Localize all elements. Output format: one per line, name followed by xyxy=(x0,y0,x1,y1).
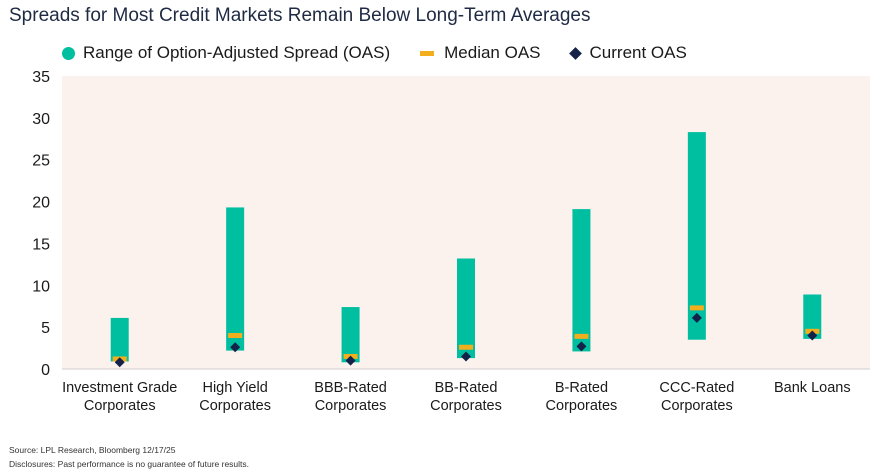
y-tick-label: 0 xyxy=(41,362,50,379)
legend: Range of Option-Adjusted Spread (OAS) Me… xyxy=(62,43,717,63)
range-bar xyxy=(226,207,245,351)
y-tick-label: 5 xyxy=(41,320,50,337)
current-marker xyxy=(461,351,471,362)
legend-item-current: Current OAS xyxy=(568,43,687,63)
current-marker xyxy=(807,330,818,341)
range-bar xyxy=(457,258,475,359)
category-label: High Yield Corporates xyxy=(199,380,271,414)
y-tick-label: 20 xyxy=(32,195,50,212)
range-bar xyxy=(341,307,360,363)
legend-median-label: Median OAS xyxy=(444,43,541,62)
source-note: Source: LPL Research, Bloomberg 12/17/25 xyxy=(9,445,176,455)
y-tick-label: 25 xyxy=(32,153,50,170)
range-bar xyxy=(572,209,591,352)
y-tick-label: 35 xyxy=(32,69,50,86)
median-marker xyxy=(459,344,473,350)
range-bar xyxy=(803,294,822,339)
category-label: BB-Rated Corporates xyxy=(430,380,502,414)
category-label: B-Rated Corporates xyxy=(546,380,618,414)
current-marker xyxy=(114,357,125,368)
legend-median-marker xyxy=(420,50,435,56)
legend-current-label: Current OAS xyxy=(589,43,687,62)
range-bar xyxy=(687,132,706,340)
median-marker xyxy=(689,305,704,311)
current-marker xyxy=(345,355,356,366)
disclosure-note: Disclosures: Past performance is no guar… xyxy=(9,459,250,469)
chart-title: Spreads for Most Credit Markets Remain B… xyxy=(9,5,591,26)
category-label: CCC-Rated Corporates xyxy=(659,380,734,414)
category-label: BBB-Rated Corporates xyxy=(314,380,387,414)
legend-item-range: Range of Option-Adjusted Spread (OAS) xyxy=(62,43,390,63)
category-label: Bank Loans xyxy=(774,380,851,396)
y-tick-label: 15 xyxy=(32,236,50,253)
range-bar xyxy=(110,317,129,362)
median-marker xyxy=(574,333,589,339)
current-marker xyxy=(230,342,241,353)
current-marker xyxy=(691,312,702,323)
legend-range-marker xyxy=(62,46,75,60)
y-tick-label: 30 xyxy=(32,111,50,128)
category-label: Investment Grade Corporates xyxy=(62,380,177,414)
current-marker xyxy=(576,341,587,352)
y-tick-label: 10 xyxy=(32,278,50,295)
legend-range-label: Range of Option-Adjusted Spread (OAS) xyxy=(83,43,391,62)
legend-item-median: Median OAS xyxy=(420,43,541,63)
median-marker xyxy=(228,333,243,339)
